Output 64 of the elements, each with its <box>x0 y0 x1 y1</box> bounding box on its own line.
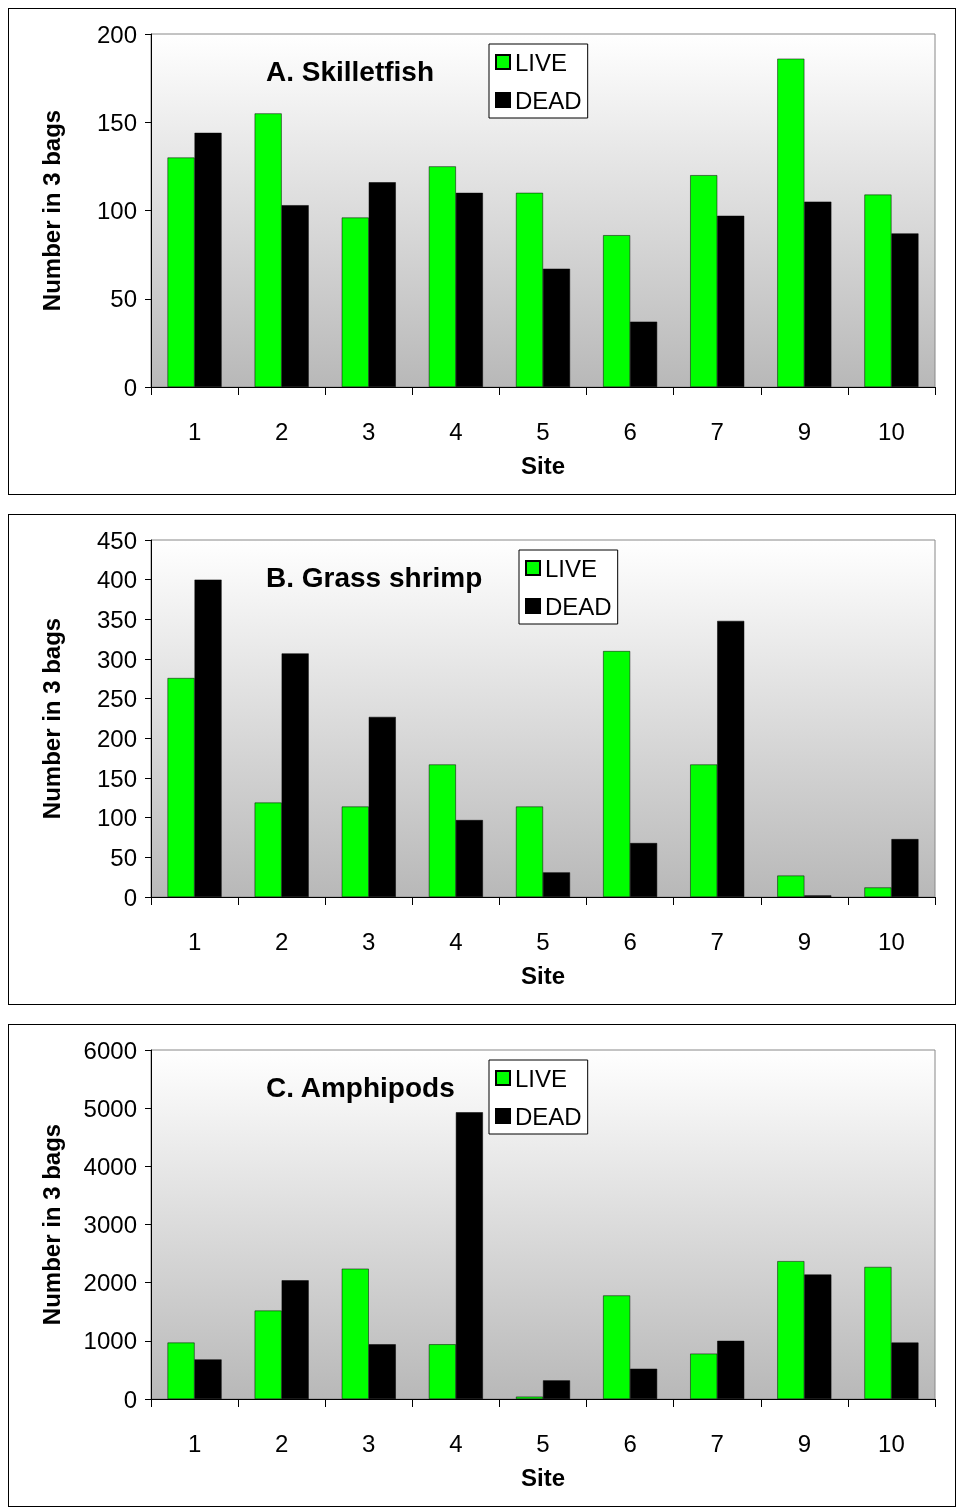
y-tick-label: 150 <box>96 764 137 792</box>
x-tick-label: 9 <box>797 1429 812 1457</box>
y-tick-label: 150 <box>96 108 137 136</box>
text: C. Amphipods <box>266 1071 455 1103</box>
text: B. Grass shrimp <box>266 561 483 593</box>
y-tick-label: 250 <box>96 685 137 713</box>
x-tick-label: 1 <box>187 417 202 445</box>
x-tick-label: 10 <box>878 927 905 955</box>
y-axis-title: Number in 3 bags <box>37 1123 65 1326</box>
y-tick-label: 50 <box>110 285 137 313</box>
y-tick-label: 0 <box>123 373 137 401</box>
x-tick-label: 9 <box>797 417 812 445</box>
x-tick-label: 5 <box>536 927 550 955</box>
y-tick-label: 6000 <box>83 1036 137 1064</box>
y-tick-label: 5000 <box>83 1094 137 1122</box>
x-tick-label: 3 <box>362 417 376 445</box>
x-tick-label: 10 <box>878 417 905 445</box>
legend-label: DEAD <box>545 592 612 620</box>
y-tick-label: 100 <box>96 804 137 832</box>
y-tick-label: 1000 <box>83 1327 137 1355</box>
legend-label: LIVE <box>545 554 598 582</box>
legend-label: LIVE <box>515 48 568 76</box>
x-tick-label: 7 <box>710 417 724 445</box>
x-tick-label: 7 <box>710 1429 724 1457</box>
x-tick-label: 7 <box>710 927 724 955</box>
y-axis-title: Number in 3 bags <box>37 109 65 312</box>
y-axis-title: Number in 3 bags <box>37 617 65 820</box>
x-axis-title: Site <box>520 1463 566 1491</box>
x-tick-label: 4 <box>449 1429 463 1457</box>
y-tick-label: 350 <box>96 605 137 633</box>
y-tick-label: 450 <box>96 526 137 554</box>
y-tick-label: 400 <box>96 566 137 594</box>
y-tick-label: 0 <box>123 1385 137 1413</box>
x-tick-label: 9 <box>797 927 812 955</box>
y-tick-label: 4000 <box>83 1152 137 1180</box>
x-tick-label: 2 <box>274 417 289 445</box>
legend-label: DEAD <box>515 1102 582 1130</box>
text: A. Skilletfish <box>266 55 435 87</box>
x-tick-label: 1 <box>187 1429 202 1457</box>
x-tick-label: 2 <box>274 1429 289 1457</box>
legend-label: LIVE <box>515 1064 568 1092</box>
x-axis-title: Site <box>520 961 566 989</box>
x-tick-label: 6 <box>623 417 637 445</box>
y-tick-label: 2000 <box>83 1269 137 1297</box>
y-tick-label: 300 <box>96 645 137 673</box>
x-tick-label: 1 <box>187 927 202 955</box>
x-tick-label: 4 <box>449 417 463 445</box>
x-tick-label: 4 <box>449 927 463 955</box>
x-tick-label: 5 <box>536 417 550 445</box>
legend-label: DEAD <box>515 86 582 114</box>
x-tick-label: 6 <box>623 927 637 955</box>
y-tick-label: 200 <box>96 20 137 48</box>
y-tick-label: 100 <box>96 197 137 224</box>
x-tick-label: 3 <box>362 1429 376 1457</box>
y-tick-label: 3000 <box>83 1211 137 1238</box>
y-tick-label: 50 <box>110 843 137 871</box>
x-tick-label: 10 <box>878 1429 905 1457</box>
y-tick-label: 200 <box>96 724 137 752</box>
x-tick-label: 3 <box>362 927 376 955</box>
x-tick-label: 2 <box>274 927 289 955</box>
x-tick-label: 5 <box>536 1429 550 1457</box>
x-axis-title: Site <box>520 451 566 479</box>
y-tick-label: 0 <box>123 883 137 911</box>
x-tick-label: 6 <box>623 1429 637 1457</box>
